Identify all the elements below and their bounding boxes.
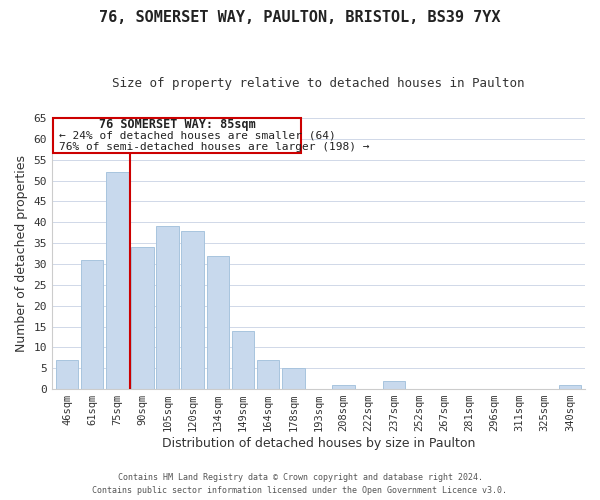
Text: 76, SOMERSET WAY, PAULTON, BRISTOL, BS39 7YX: 76, SOMERSET WAY, PAULTON, BRISTOL, BS39… bbox=[99, 10, 501, 25]
FancyBboxPatch shape bbox=[53, 118, 301, 154]
Text: Contains HM Land Registry data © Crown copyright and database right 2024.
Contai: Contains HM Land Registry data © Crown c… bbox=[92, 474, 508, 495]
Bar bbox=[383, 380, 405, 389]
Bar bbox=[257, 360, 280, 389]
Bar bbox=[559, 385, 581, 389]
X-axis label: Distribution of detached houses by size in Paulton: Distribution of detached houses by size … bbox=[162, 437, 475, 450]
Text: 76% of semi-detached houses are larger (198) →: 76% of semi-detached houses are larger (… bbox=[59, 142, 369, 152]
Bar bbox=[56, 360, 79, 389]
Bar bbox=[106, 172, 128, 389]
Bar bbox=[181, 230, 204, 389]
Bar bbox=[81, 260, 103, 389]
Text: 76 SOMERSET WAY: 85sqm: 76 SOMERSET WAY: 85sqm bbox=[98, 118, 256, 131]
Bar bbox=[332, 385, 355, 389]
Bar bbox=[282, 368, 305, 389]
Title: Size of property relative to detached houses in Paulton: Size of property relative to detached ho… bbox=[112, 78, 525, 90]
Bar bbox=[206, 256, 229, 389]
Y-axis label: Number of detached properties: Number of detached properties bbox=[15, 155, 28, 352]
Bar bbox=[156, 226, 179, 389]
Bar bbox=[131, 248, 154, 389]
Bar bbox=[232, 330, 254, 389]
Text: ← 24% of detached houses are smaller (64): ← 24% of detached houses are smaller (64… bbox=[59, 131, 335, 141]
